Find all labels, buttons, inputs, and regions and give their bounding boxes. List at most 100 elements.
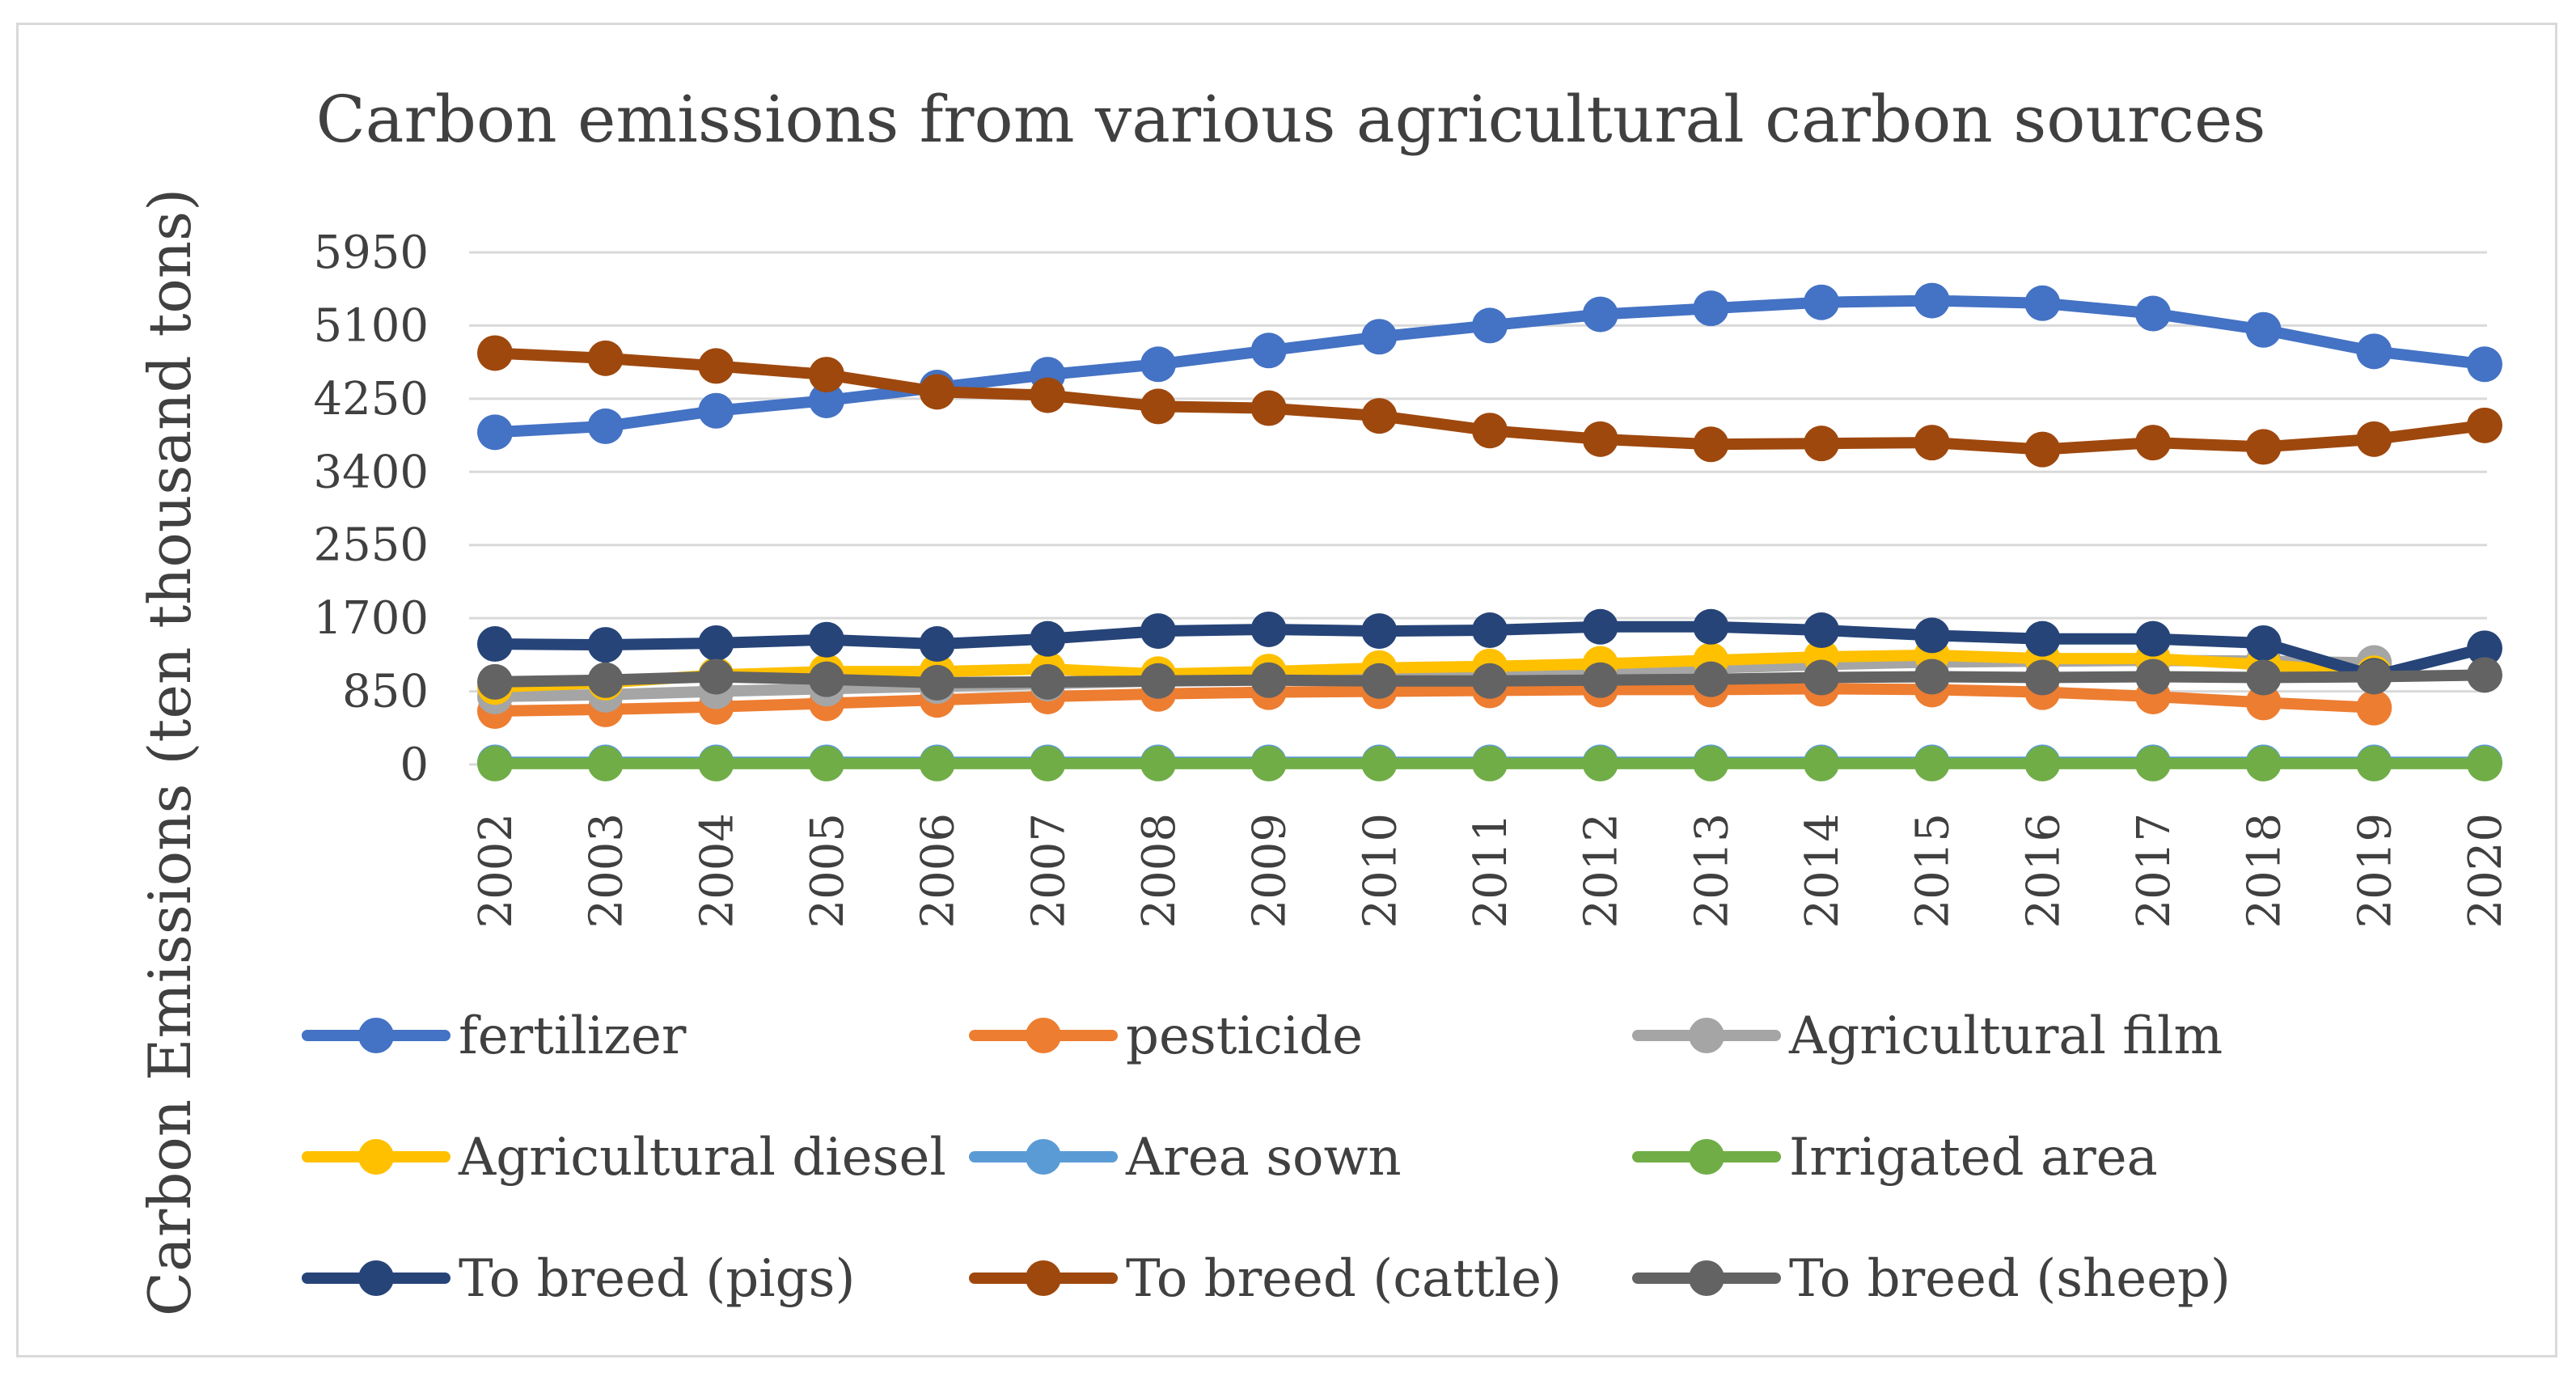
data-point: [2467, 745, 2502, 781]
data-point: [809, 621, 844, 658]
legend-swatch-marker: [1026, 1018, 1061, 1053]
data-point: [1472, 663, 1508, 699]
legend-swatch-marker: [1689, 1139, 1724, 1175]
legend-label: Area sown: [1125, 1128, 1402, 1188]
legend-item: Irrigated area: [1632, 1128, 2158, 1188]
data-point: [477, 663, 513, 700]
data-point: [1361, 319, 1398, 355]
data-point: [698, 392, 734, 429]
data-point: [698, 348, 734, 384]
data-point: [1804, 612, 1839, 649]
legend-item: To breed (cattle): [969, 1249, 1562, 1309]
data-point: [1693, 426, 1729, 463]
data-point: [2024, 620, 2061, 657]
data-point: [2356, 689, 2392, 726]
y-axis-ticks: 0 850 1700 2550 3400 4250 5100 5950: [313, 227, 429, 791]
data-point: [1140, 745, 1176, 781]
data-point: [919, 745, 955, 781]
x-tick-label: 2010: [1354, 813, 1406, 929]
x-axis-ticks: 2002 2003 2004 2005 2006 2007 2008 2009 2010 2011…: [470, 813, 2512, 929]
x-tick-label: 2017: [2128, 813, 2181, 929]
x-tick-label: 2014: [1796, 813, 1849, 929]
series-to-breed-cattle: [477, 335, 2502, 468]
data-point: [919, 626, 955, 663]
data-point: [809, 661, 844, 697]
y-tick-label: 2550: [313, 519, 429, 572]
x-tick-label: 2015: [1907, 813, 1960, 929]
data-point: [2024, 659, 2061, 696]
data-point: [1914, 425, 1950, 461]
data-point: [1472, 612, 1508, 649]
series-line: [489, 649, 2380, 693]
data-point: [1140, 388, 1176, 425]
data-point: [1804, 426, 1839, 462]
y-tick-label: 5950: [313, 227, 429, 279]
data-point: [1472, 413, 1508, 449]
x-tick-label: 2008: [1133, 813, 1186, 929]
data-point: [587, 408, 624, 444]
data-point: [1582, 608, 1618, 645]
data-point: [1140, 613, 1176, 650]
data-point: [2245, 684, 2282, 721]
data-point: [1250, 662, 1287, 698]
legend-label: fertilizer: [459, 1006, 687, 1066]
data-point: [809, 382, 844, 418]
data-point: [1693, 290, 1729, 327]
data-point: [1030, 377, 1066, 413]
x-tick-label: 2005: [802, 813, 854, 929]
data-point: [2245, 659, 2282, 696]
data-point: [1361, 398, 1398, 434]
y-tick-label: 5100: [313, 299, 429, 352]
data-point: [1361, 745, 1398, 781]
legend-label: Agricultural diesel: [458, 1128, 946, 1188]
x-tick-label: 2016: [2017, 813, 2070, 929]
data-point: [1914, 617, 1950, 654]
chart-title: Carbon emissions from various agricultur…: [316, 82, 2266, 157]
data-point: [2135, 620, 2171, 657]
legend-swatch-marker: [1689, 1260, 1724, 1296]
data-point: [1804, 659, 1839, 696]
legend-swatch-marker: [358, 1018, 394, 1053]
x-tick-label: 2020: [2460, 813, 2512, 929]
series-to-breed-pigs: [477, 608, 2502, 694]
y-tick-label: 850: [342, 666, 429, 718]
data-point: [2467, 630, 2502, 667]
y-tick-label: 0: [400, 739, 429, 791]
x-tick-label: 2006: [912, 813, 965, 929]
legend-item: Area sown: [969, 1128, 1402, 1188]
data-point: [1582, 421, 1618, 457]
data-point: [1250, 611, 1287, 647]
x-tick-label: 2003: [581, 813, 633, 929]
data-point: [2467, 657, 2502, 693]
data-point: [477, 626, 513, 663]
data-point: [2245, 429, 2282, 465]
data-point: [1472, 307, 1508, 344]
x-tick-label: 2007: [1022, 813, 1075, 929]
legend-label: To breed (pigs): [459, 1249, 855, 1309]
data-point: [2024, 431, 2061, 468]
data-point: [2245, 311, 2282, 348]
data-point: [809, 745, 844, 781]
data-point: [477, 335, 513, 371]
data-point: [2135, 745, 2171, 781]
x-tick-label: 2002: [470, 813, 522, 929]
data-point: [1693, 745, 1729, 781]
legend: fertilizer pesticide Agricultural film Agri…: [302, 1006, 2231, 1309]
legend-label: To breed (sheep): [1789, 1249, 2231, 1309]
data-point: [2245, 745, 2282, 781]
data-point: [1250, 390, 1287, 426]
x-tick-label: 2004: [691, 813, 743, 929]
legend-swatch-marker: [358, 1139, 394, 1175]
data-point: [2135, 295, 2171, 332]
data-point: [1140, 346, 1176, 383]
data-point: [2135, 425, 2171, 461]
x-tick-label: 2011: [1465, 813, 1517, 929]
legend-item: Agricultural diesel: [302, 1128, 946, 1188]
data-point: [1030, 745, 1066, 781]
y-axis-label: Carbon Emissions (ten thousand tons): [136, 188, 204, 1316]
legend-label: Irrigated area: [1789, 1128, 2158, 1188]
data-point: [2135, 659, 2171, 695]
data-point: [1250, 332, 1287, 369]
data-point: [809, 357, 844, 393]
